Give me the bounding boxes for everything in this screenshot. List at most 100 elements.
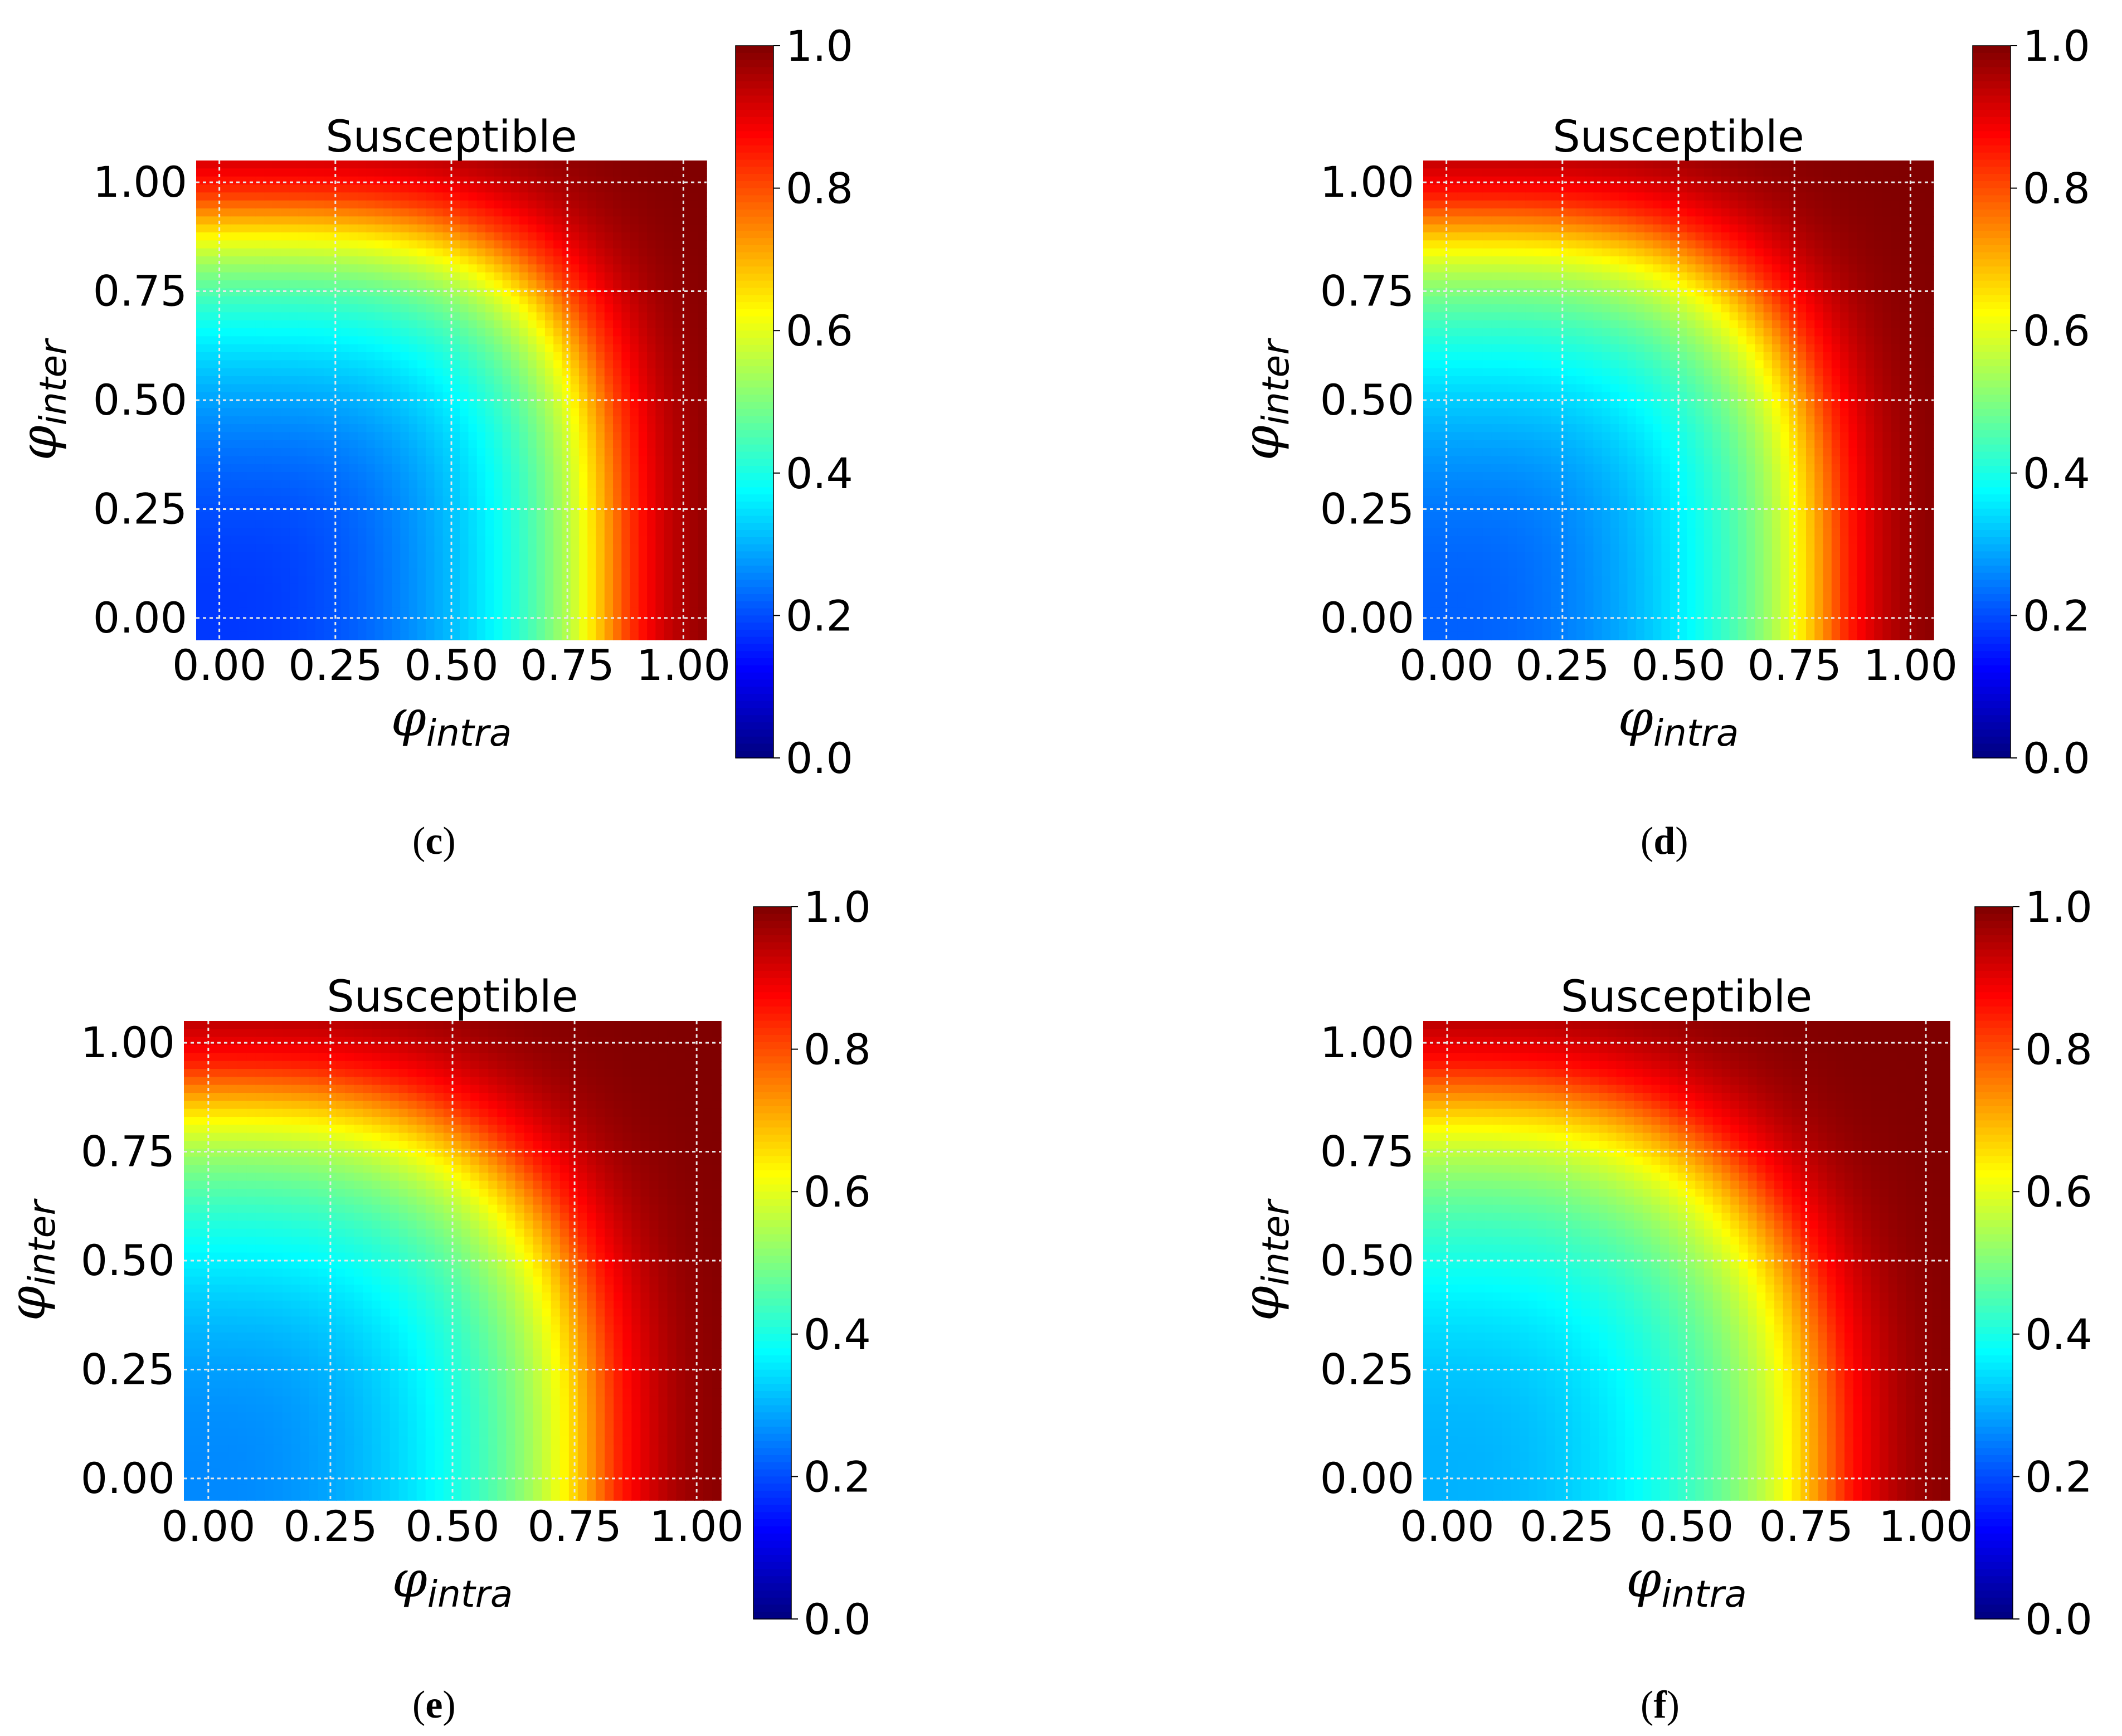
heatmap-cell [528, 583, 537, 592]
heatmap-cell [306, 448, 316, 457]
heatmap-cell [366, 504, 376, 513]
heatmap-cell [596, 624, 605, 633]
heatmap-cell [664, 448, 673, 457]
heatmap-cell [476, 496, 486, 505]
heatmap-cell [1432, 424, 1441, 433]
heatmap-cell [494, 592, 503, 601]
heatmap-cell [536, 552, 546, 561]
heatmap-cell [494, 304, 503, 313]
heatmap-cell [647, 560, 656, 568]
heatmap-cell [1457, 408, 1467, 417]
colorbar-segment [736, 273, 773, 281]
heatmap-cell [1534, 376, 1543, 385]
heatmap-cell [664, 384, 673, 393]
heatmap-cell [1466, 176, 1475, 185]
heatmap-cell [536, 200, 546, 209]
heatmap-cell [1525, 304, 1535, 313]
heatmap-cell [672, 520, 682, 529]
heatmap-cell [230, 232, 240, 241]
heatmap-cell [1474, 408, 1483, 417]
heatmap-cell [1448, 440, 1458, 449]
heatmap-cell [340, 583, 350, 592]
heatmap-cell [604, 344, 614, 353]
heatmap-cell [1542, 328, 1551, 337]
heatmap-cell [510, 631, 520, 640]
heatmap-cell [281, 512, 290, 521]
heatmap-cell [681, 320, 690, 329]
heatmap-cell [570, 232, 580, 241]
heatmap-cell [1491, 576, 1501, 585]
heatmap-cell [1516, 240, 1526, 249]
heatmap-cell [383, 368, 392, 377]
heatmap-cell [366, 232, 376, 241]
colorbar-segment [736, 494, 773, 502]
heatmap-cell [247, 256, 256, 265]
heatmap-cell [460, 344, 469, 353]
heatmap-cell [672, 232, 682, 241]
heatmap-cell [1457, 631, 1467, 640]
heatmap-cell [213, 520, 222, 529]
heatmap-cell [1466, 456, 1475, 465]
heatmap-cell [324, 312, 333, 321]
heatmap-cell [272, 472, 282, 481]
heatmap-cell [544, 416, 554, 425]
heatmap-cell [698, 416, 707, 425]
heatmap-cell [1508, 336, 1517, 345]
heatmap-cell [239, 368, 248, 377]
heatmap-cell [1491, 240, 1501, 249]
heatmap-cell [510, 496, 520, 505]
heatmap-cell [1542, 384, 1551, 393]
heatmap-cell [664, 504, 673, 513]
heatmap-cell [1466, 168, 1475, 177]
heatmap-cell [476, 600, 486, 609]
heatmap-cell [544, 424, 554, 433]
heatmap-cell [510, 600, 520, 609]
heatmap-cell [1457, 424, 1467, 433]
heatmap-cell [426, 408, 435, 417]
heatmap-cell [366, 400, 376, 409]
heatmap-cell [613, 272, 622, 281]
heatmap-cell [579, 480, 588, 489]
heatmap-cell [417, 200, 426, 209]
heatmap-cell [553, 288, 563, 297]
heatmap-cell [408, 440, 418, 449]
heatmap-cell [553, 304, 563, 313]
heatmap-cell [681, 480, 690, 489]
heatmap-cell [613, 288, 622, 297]
heatmap-cell [630, 600, 639, 609]
heatmap-cell [298, 208, 308, 217]
heatmap-cell [562, 536, 571, 544]
heatmap-cell [468, 216, 478, 225]
heatmap-cell [306, 168, 316, 177]
heatmap-cell [1466, 328, 1475, 337]
heatmap-cell [417, 296, 426, 305]
heatmap-cell [281, 256, 290, 265]
heatmap-cell [510, 448, 520, 457]
heatmap-cell [485, 607, 495, 616]
heatmap-cell [647, 208, 656, 217]
heatmap-cell [281, 432, 290, 441]
heatmap-cell [272, 631, 282, 640]
heatmap-cell [247, 568, 256, 577]
heatmap-cell [485, 464, 495, 473]
heatmap-cell [1559, 168, 1569, 177]
heatmap-cell [1474, 312, 1483, 321]
heatmap-cell [289, 248, 299, 257]
heatmap-cell [562, 232, 571, 241]
heatmap-cell [426, 472, 435, 481]
heatmap-cell [1534, 408, 1543, 417]
heatmap-cell [536, 400, 546, 409]
heatmap-cell [272, 296, 282, 305]
heatmap-cell [698, 384, 707, 393]
heatmap-cell [340, 240, 350, 249]
heatmap-cell [383, 480, 392, 489]
heatmap-cell [1466, 504, 1475, 513]
heatmap-cell [621, 576, 631, 585]
heatmap-cell [1516, 424, 1526, 433]
heatmap-cell [1593, 392, 1603, 401]
heatmap-cell [613, 536, 622, 544]
heatmap-cell [205, 536, 214, 544]
heatmap-cell [349, 440, 358, 449]
heatmap-cell [1551, 456, 1560, 465]
heatmap-cell [562, 312, 571, 321]
